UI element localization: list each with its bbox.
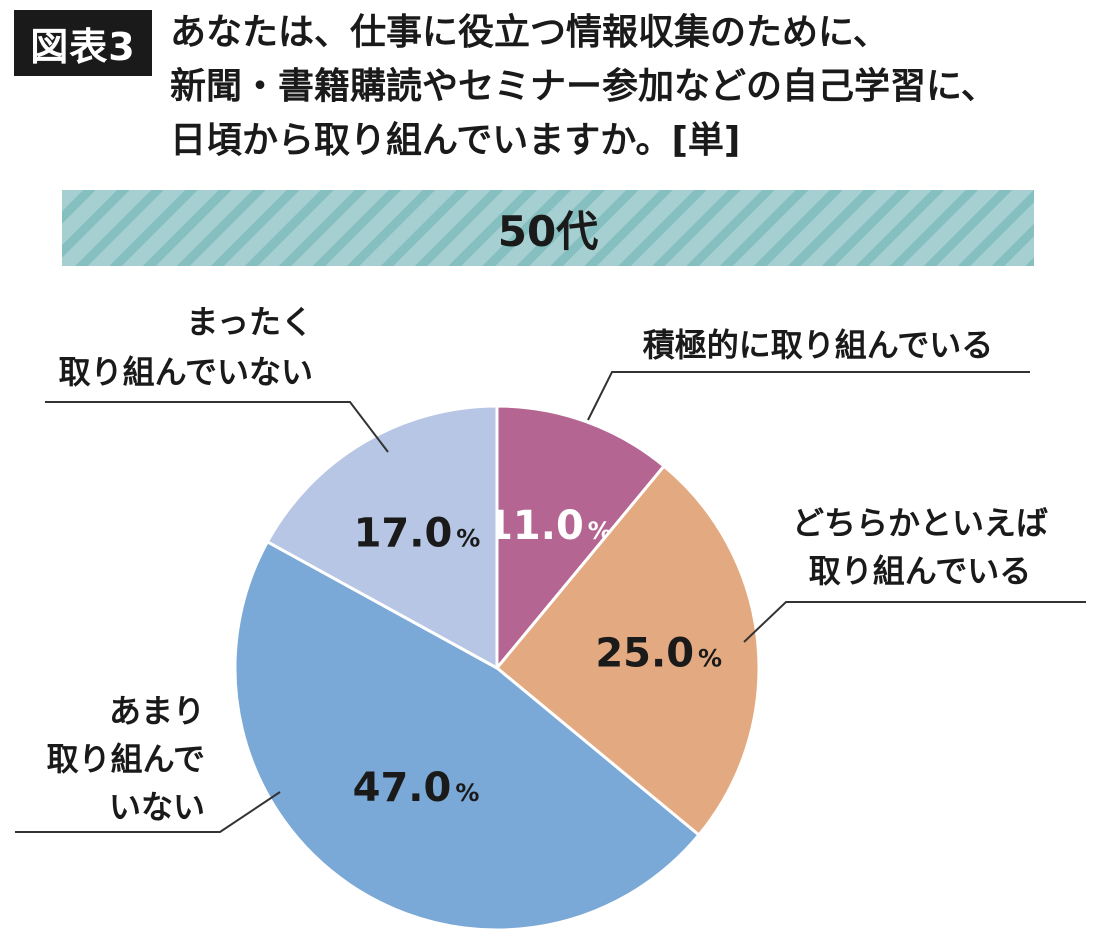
slice-value-number-1: 25.0 xyxy=(595,631,694,677)
slice-value-3: 17.0% xyxy=(354,511,481,557)
pie-slice-2 xyxy=(233,539,701,932)
leader-line-0 xyxy=(587,371,1030,421)
slice-value-number-0: 11.0 xyxy=(485,503,584,549)
question-line-3: 日頃から取り組んでいますか。[単] xyxy=(170,120,741,161)
slice-label-line: 取り組んでいない xyxy=(59,353,313,391)
slice-label-2: あまり取り組んでいない xyxy=(47,692,205,826)
slice-value-unit-2: % xyxy=(455,779,479,807)
slice-value-unit-3: % xyxy=(456,525,480,553)
slice-label-line: 積極的に取り組んでいる xyxy=(643,326,993,364)
figure-badge: 図表3 xyxy=(14,10,152,76)
slice-label-line: 取り組んでいる xyxy=(809,552,1031,590)
leader-line-3 xyxy=(45,401,389,453)
slice-label-1: どちらかといえば取り組んでいる xyxy=(792,504,1048,590)
slice-label-0: 積極的に取り組んでいる xyxy=(643,326,993,364)
slice-value-0: 11.0% xyxy=(485,503,612,549)
pie-slice-0 xyxy=(495,404,667,673)
slice-label-3: まったく取り組んでいない xyxy=(59,303,313,391)
slice-value-1: 25.0% xyxy=(595,631,722,677)
slice-value-unit-1: % xyxy=(698,645,722,673)
slice-label-line: あまり xyxy=(109,692,205,730)
leader-line-1 xyxy=(743,601,1086,643)
leader-line-2 xyxy=(15,791,281,833)
slice-label-line: まったく xyxy=(186,303,313,341)
slice-label-line: 取り組んで xyxy=(47,740,205,778)
slice-value-2: 47.0% xyxy=(353,765,480,811)
slice-value-number-3: 17.0 xyxy=(354,511,453,557)
slice-value-number-2: 47.0 xyxy=(353,765,452,811)
chart-title: 50代 xyxy=(497,206,599,256)
question-line-2: 新聞・書籍購読やセミナー参加などの自己学習に、 xyxy=(170,66,997,107)
slice-label-line: いない xyxy=(109,788,205,826)
slice-label-line: どちらかといえば xyxy=(792,504,1048,542)
pie-slice-3 xyxy=(265,404,499,671)
question-text: あなたは、仕事に役立つ情報収集のために、 新聞・書籍購読やセミナー参加などの自己… xyxy=(170,6,1090,168)
pie-slice-1 xyxy=(494,464,761,838)
question-line-1: あなたは、仕事に役立つ情報収集のために、 xyxy=(170,12,889,53)
chart-title-band: 50代 xyxy=(62,190,1034,266)
